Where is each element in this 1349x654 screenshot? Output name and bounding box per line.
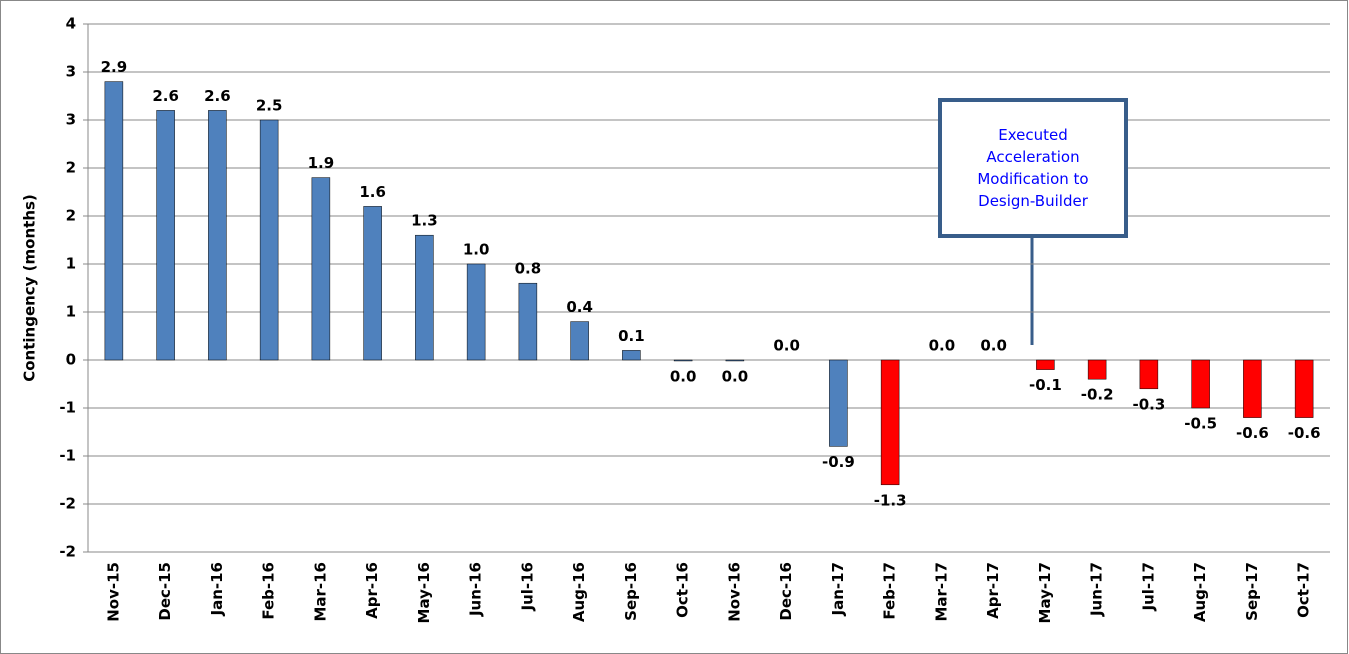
data-label: 0.0 xyxy=(670,367,697,385)
bar xyxy=(570,321,589,361)
bar xyxy=(1243,359,1262,418)
x-tick-label: Dec-16 xyxy=(777,562,795,621)
data-label: 2.6 xyxy=(152,87,179,105)
x-tick-label: Oct-17 xyxy=(1295,562,1313,618)
bar xyxy=(1036,359,1055,370)
x-tick-label: May-16 xyxy=(415,562,433,623)
data-label: 1.3 xyxy=(411,212,438,230)
x-tick-label: Jul-17 xyxy=(1139,562,1157,612)
data-label: -0.6 xyxy=(1236,424,1269,442)
y-axis-title: Contingency (months) xyxy=(21,194,39,382)
x-tick-label: Mar-17 xyxy=(932,562,950,622)
bar xyxy=(1191,359,1210,409)
bar xyxy=(518,282,538,361)
data-label: 0.1 xyxy=(618,327,645,345)
bar xyxy=(673,359,693,362)
y-tick-label: -2 xyxy=(59,495,76,513)
data-label: -0.9 xyxy=(822,453,855,471)
bar xyxy=(829,359,848,447)
bar xyxy=(259,119,279,361)
y-tick-label: 3 xyxy=(66,111,76,129)
annotation: Executed Acceleration Modification to De… xyxy=(977,126,1089,210)
x-tick-label: Jun-17 xyxy=(1088,562,1106,617)
annotation-box: Executed Acceleration Modification to De… xyxy=(938,98,1128,238)
bar xyxy=(208,110,227,361)
data-label: 2.5 xyxy=(256,97,283,115)
bar xyxy=(1139,359,1159,390)
data-label: 1.9 xyxy=(308,154,335,172)
x-tick-label: Jun-16 xyxy=(467,562,485,617)
data-label: 0.0 xyxy=(929,337,956,355)
x-tick-label: Jan-16 xyxy=(208,562,226,616)
bar xyxy=(1087,359,1107,380)
y-tick-label: 1 xyxy=(66,303,76,321)
x-tick-label: Aug-17 xyxy=(1191,562,1209,622)
x-tick-label: Feb-16 xyxy=(260,562,278,620)
data-label: -0.5 xyxy=(1184,415,1217,433)
bar xyxy=(156,110,175,361)
y-tick-label: 0 xyxy=(66,351,76,369)
x-tick-label: Sep-16 xyxy=(622,562,640,621)
data-label: -0.3 xyxy=(1132,395,1165,413)
x-tick-label: May-17 xyxy=(1036,562,1054,623)
data-label: -0.2 xyxy=(1081,386,1114,404)
bar xyxy=(1294,359,1314,418)
x-tick-label: Feb-17 xyxy=(881,562,899,620)
data-label: -1.3 xyxy=(874,491,907,509)
bar xyxy=(725,359,745,362)
bar xyxy=(622,350,641,361)
y-tick-label: 3 xyxy=(66,63,76,81)
data-label: 2.6 xyxy=(204,87,231,105)
data-label: 0.8 xyxy=(515,260,542,278)
x-tick-label: Mar-16 xyxy=(311,562,329,622)
y-tick-label: -1 xyxy=(59,447,76,465)
x-tick-label: Nov-15 xyxy=(104,562,122,622)
y-tick-label: -2 xyxy=(59,543,76,561)
bar xyxy=(415,234,434,361)
data-label: 0.0 xyxy=(773,337,800,355)
data-label: -0.1 xyxy=(1029,376,1062,394)
x-tick-label: Sep-17 xyxy=(1243,562,1261,621)
data-label: -0.6 xyxy=(1288,424,1321,442)
y-tick-label: 2 xyxy=(66,207,76,225)
data-label: 2.9 xyxy=(101,58,128,76)
data-label: 1.6 xyxy=(359,183,386,201)
x-tick-label: Dec-15 xyxy=(156,562,174,621)
y-tick-label: 4 xyxy=(66,15,76,33)
bar xyxy=(311,177,331,361)
data-label: 0.4 xyxy=(566,298,593,316)
x-tick-label: Oct-16 xyxy=(674,562,692,618)
bar xyxy=(104,81,124,361)
y-tick-label: 1 xyxy=(66,255,76,273)
data-label: 1.0 xyxy=(463,241,490,259)
bar xyxy=(880,359,900,486)
data-label: 0.0 xyxy=(722,367,749,385)
x-tick-label: Apr-16 xyxy=(363,562,381,619)
data-label: 0.0 xyxy=(980,337,1007,355)
x-tick-label: Nov-16 xyxy=(725,562,743,622)
x-tick-label: Jul-16 xyxy=(518,562,536,612)
x-tick-label: Jan-17 xyxy=(829,562,847,616)
bar xyxy=(363,206,382,361)
y-tick-label: -1 xyxy=(59,399,76,417)
x-tick-label: Apr-17 xyxy=(984,562,1002,619)
bar xyxy=(466,263,486,361)
y-tick-label: 2 xyxy=(66,159,76,177)
x-tick-label: Aug-16 xyxy=(570,562,588,622)
